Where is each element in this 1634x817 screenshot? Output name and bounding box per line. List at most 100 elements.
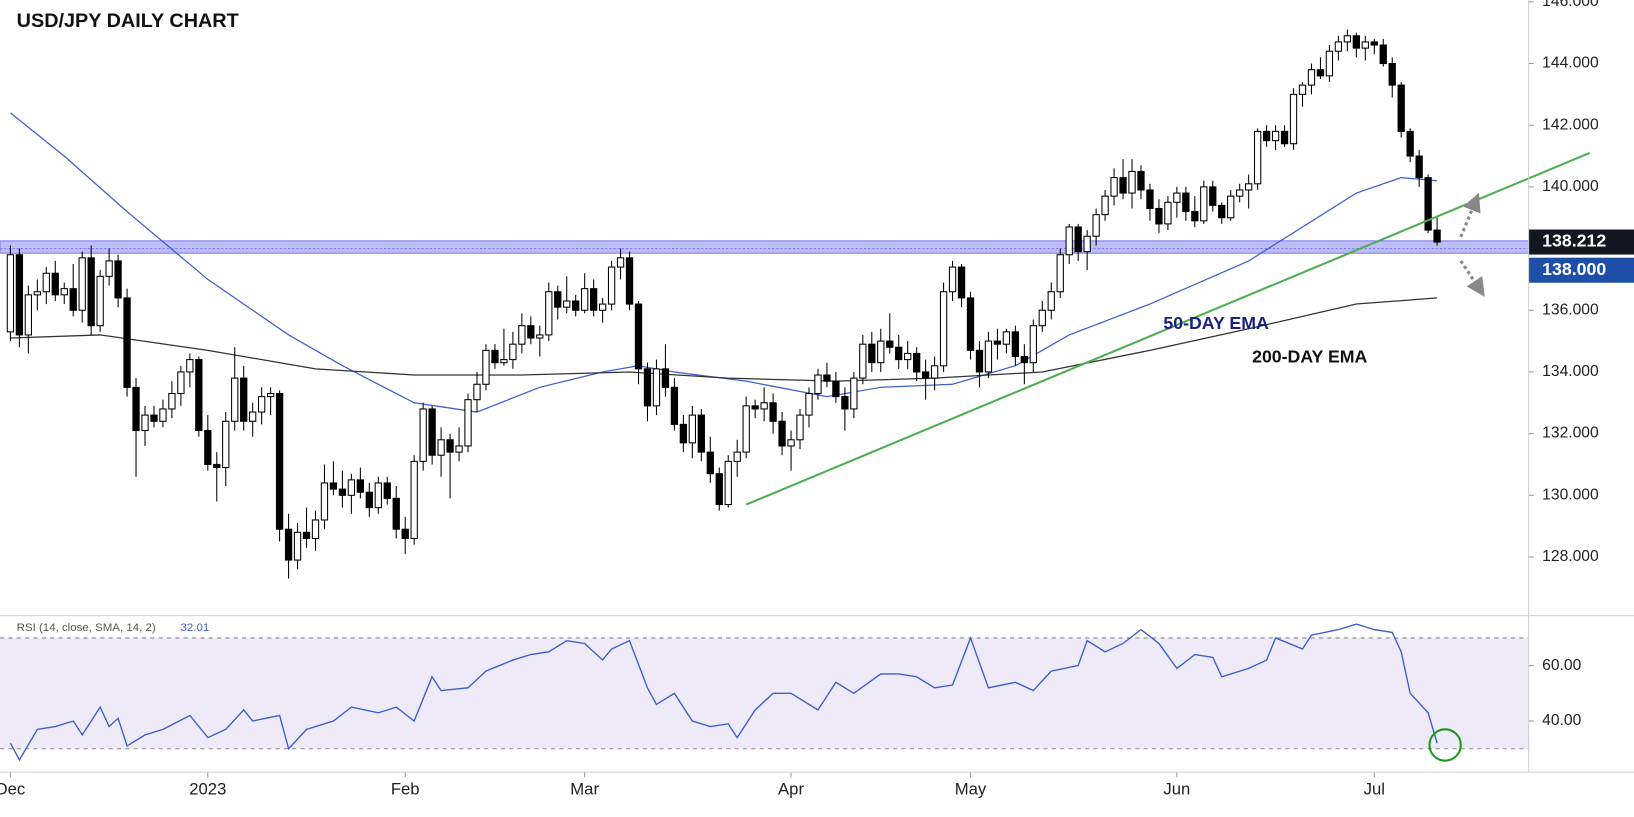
candle-body <box>948 266 957 293</box>
y-tick-label: 134.000 <box>1542 363 1599 380</box>
candle-body <box>841 396 849 410</box>
x-tick-label: Apr <box>778 779 804 798</box>
candle-body <box>966 297 975 351</box>
candle-body <box>1406 130 1414 157</box>
candle-body <box>401 528 409 539</box>
candle-body <box>1047 291 1055 311</box>
candle-body <box>1433 229 1441 243</box>
candle-body <box>1146 189 1154 210</box>
candle-body <box>374 482 382 509</box>
candle-body <box>1011 331 1020 358</box>
rsi-line <box>9 623 1438 762</box>
y-tick-label: 144.000 <box>1542 55 1599 72</box>
candle-body <box>598 303 607 311</box>
candle-body <box>51 272 59 296</box>
candle-body <box>634 303 643 370</box>
candle-body <box>1173 192 1181 203</box>
candle-body <box>1101 195 1109 216</box>
candle-body <box>257 396 266 413</box>
rsi-band <box>0 637 1529 749</box>
candle-body <box>805 393 813 416</box>
candle-body <box>320 482 329 521</box>
candle-body <box>751 405 759 410</box>
candle-body <box>733 451 741 462</box>
candle-body <box>1209 186 1217 206</box>
candle-body <box>518 325 526 345</box>
candle-body <box>589 288 598 311</box>
candle-body <box>679 423 688 444</box>
candle-body <box>904 352 912 361</box>
candle-body <box>1191 211 1199 222</box>
plot-layer: 50-DAY EMA 200-DAY EMA 128.000 130.000 132.0… <box>0 0 1634 798</box>
candle-body <box>993 340 1002 345</box>
candle-body <box>302 531 311 539</box>
ema-label: 200-DAY EMA <box>1252 347 1367 367</box>
candle-body <box>877 340 885 364</box>
candle-body <box>670 386 679 425</box>
candle-body <box>123 297 131 388</box>
candle-body <box>177 371 185 395</box>
candle-body <box>1119 177 1127 194</box>
x-tick-label: Feb <box>391 779 420 798</box>
candle-body <box>482 349 490 385</box>
candle-body <box>464 399 472 447</box>
candle-body <box>1361 41 1369 49</box>
candle-body <box>1415 155 1423 179</box>
y-tick-label: 140.000 <box>1542 178 1599 195</box>
candle-body <box>1164 201 1172 225</box>
candle-body <box>1128 170 1136 194</box>
ema-line <box>10 112 1438 413</box>
candle-body <box>1316 69 1325 77</box>
candle-body <box>69 288 77 311</box>
candle-body <box>1298 84 1307 95</box>
candle-body <box>769 402 777 422</box>
candle-body <box>266 393 275 398</box>
candle-body <box>1227 195 1235 219</box>
up-arrow <box>1459 192 1481 238</box>
candle-body <box>186 359 194 373</box>
candle-body <box>204 430 212 465</box>
last-price-box <box>1528 229 1634 255</box>
candle-body <box>446 439 454 453</box>
trendline <box>745 152 1591 506</box>
candle-body <box>796 414 804 441</box>
candle-body <box>778 420 786 447</box>
candle-body <box>616 257 625 268</box>
candle-body <box>213 463 221 469</box>
candle-body <box>159 408 167 422</box>
candle-body <box>688 414 696 444</box>
candle-body <box>60 288 68 296</box>
candle-body <box>1325 50 1334 77</box>
candle-body <box>338 488 347 496</box>
candle-body <box>1343 35 1352 43</box>
candle-body <box>1029 325 1037 364</box>
candle-body <box>1397 84 1405 132</box>
candle-body <box>607 266 616 305</box>
candle-body <box>509 343 517 361</box>
candle-body <box>1110 177 1118 197</box>
candle-body <box>284 528 293 561</box>
candle-body <box>1074 226 1082 253</box>
candle-body <box>913 352 921 373</box>
candle-body <box>275 393 284 530</box>
zone-price-box <box>1528 257 1634 283</box>
candle-body <box>563 300 571 308</box>
candle-body <box>536 334 544 339</box>
candle-body <box>643 368 652 407</box>
candle-body <box>437 439 445 456</box>
y-tick-label: 130.000 <box>1542 486 1599 503</box>
candle-body <box>661 368 670 388</box>
candle-body <box>921 371 930 379</box>
candle-body <box>114 260 122 299</box>
candle-body <box>823 374 831 382</box>
candle-body <box>428 408 436 456</box>
candle-body <box>1289 93 1298 145</box>
candle-body <box>42 272 50 293</box>
candle-body <box>33 291 41 296</box>
candle-body <box>329 482 338 490</box>
candle-body <box>939 291 948 367</box>
candle-body <box>1280 130 1289 145</box>
support-zone <box>0 240 1530 254</box>
candle-body <box>868 343 876 364</box>
candle-body <box>24 294 33 336</box>
